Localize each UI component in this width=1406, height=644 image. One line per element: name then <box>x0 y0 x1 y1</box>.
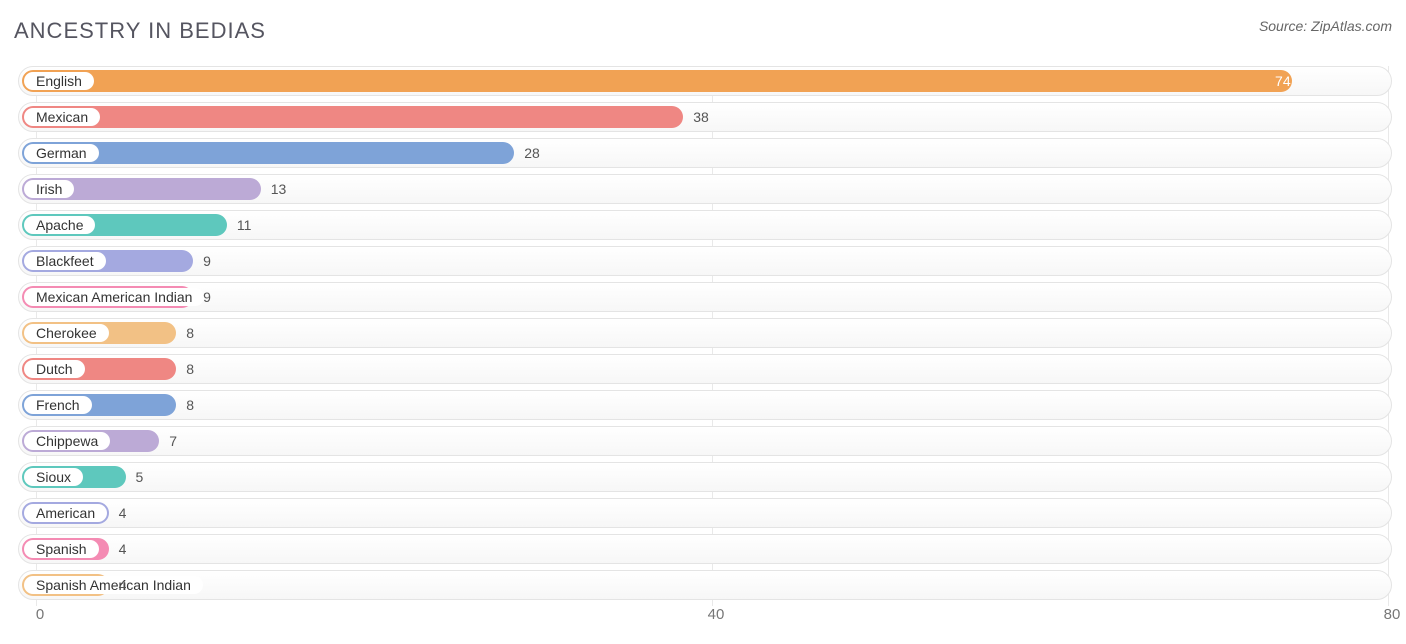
x-axis-tick: 80 <box>1384 606 1401 623</box>
bar-row: Blackfeet 9 <box>18 246 1392 276</box>
bar-value: 9 <box>193 283 211 311</box>
bar-row: French 8 <box>18 390 1392 420</box>
bar-row: Irish 13 <box>18 174 1392 204</box>
bar-value: 8 <box>176 355 194 383</box>
x-axis-tick: 40 <box>708 606 725 623</box>
bar-label-pill: Irish <box>24 180 74 198</box>
bar-label-pill: Spanish <box>24 540 99 558</box>
bar-value: 4 <box>109 499 127 527</box>
bar-value: 8 <box>176 391 194 419</box>
bar-label-pill: Chippewa <box>24 432 110 450</box>
bar-value: 38 <box>683 103 709 131</box>
bar-value: 8 <box>176 319 194 347</box>
bar-row: Mexican American Indian9 <box>18 282 1392 312</box>
bar-label-pill: Mexican <box>24 108 100 126</box>
bar-label-pill: French <box>24 396 92 414</box>
source-attribution: Source: ZipAtlas.com <box>1259 18 1392 34</box>
bar-label-pill: Dutch <box>24 360 85 378</box>
bar-value: 9 <box>193 247 211 275</box>
bar-value: 5 <box>126 463 144 491</box>
bar-label-pill: Cherokee <box>24 324 109 342</box>
bar-row: Mexican 38 <box>18 102 1392 132</box>
bar-label-pill: Mexican American Indian <box>24 288 204 306</box>
bar-row: Dutch 8 <box>18 354 1392 384</box>
bar-row: Spanish 4 <box>18 534 1392 564</box>
x-axis-tick: 0 <box>36 606 44 623</box>
bar-row: Sioux 5 <box>18 462 1392 492</box>
bar-label-pill: Apache <box>24 216 95 234</box>
bar-row: Chippewa 7 <box>18 426 1392 456</box>
bar-value: 4 <box>109 571 127 599</box>
x-axis: 04080 <box>18 606 1392 636</box>
bar-row: American4 <box>18 498 1392 528</box>
bar-label-pill: German <box>24 144 99 162</box>
bar-label-pill: Sioux <box>24 468 83 486</box>
bar-value: 11 <box>227 211 252 239</box>
bar-row: Spanish American Indian4 <box>18 570 1392 600</box>
bar-value: 7 <box>159 427 177 455</box>
bar-value: 4 <box>109 535 127 563</box>
bar-row: English 74 <box>18 66 1392 96</box>
bar-label-pill: Blackfeet <box>24 252 106 270</box>
bar-value: 13 <box>261 175 287 203</box>
bar-row: Cherokee 8 <box>18 318 1392 348</box>
bar-fill <box>22 106 683 128</box>
bar-label-pill: English <box>24 72 94 90</box>
bar-value: 74 <box>1265 67 1291 95</box>
ancestry-bar-chart: English74Mexican38German28Irish13Apache1… <box>14 66 1392 636</box>
header: ANCESTRY IN BEDIAS Source: ZipAtlas.com <box>14 18 1392 44</box>
bar-row: Apache 11 <box>18 210 1392 240</box>
chart-title: ANCESTRY IN BEDIAS <box>14 18 266 44</box>
bar-value: 28 <box>514 139 540 167</box>
bar-row: German 28 <box>18 138 1392 168</box>
bar-fill <box>22 70 1292 92</box>
bar-label-pill: American <box>24 504 107 522</box>
